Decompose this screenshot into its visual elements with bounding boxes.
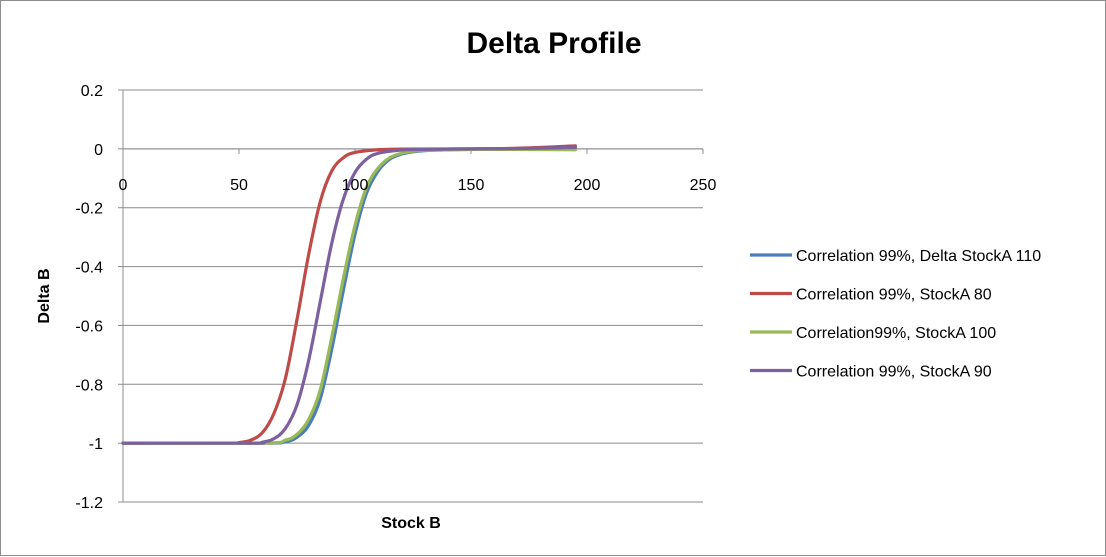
legend-label-2: Correlation 99%, StockA 80 [796,287,992,304]
y-tick-label: -0.8 [75,377,103,394]
legend-label-3: Correlation99%, StockA 100 [796,325,996,342]
y-tick-label: -0.4 [75,260,103,277]
x-tick-label: 0 [119,177,128,194]
x-tick-label: 100 [342,177,369,194]
x-tick-label: 150 [458,177,485,194]
x-tick-label: 50 [230,177,248,194]
chart-title: Delta Profile [466,27,641,60]
y-axis-title: Delta B [36,268,53,323]
y-tick-label: 0 [94,142,103,159]
x-axis-title: Stock B [381,515,441,532]
tick-labels: 0.2 0 -0.2 -0.4 -0.6 -0.8 -1 -1.2 0 50 100 150 200 25… [75,83,716,512]
legend-label-4: Correlation 99%, StockA 90 [796,364,992,381]
legend-label-1: Correlation 99%, Delta StockA 110 [796,248,1041,265]
y-tick-label: -1 [89,436,103,453]
y-tick-label: -0.6 [75,318,103,335]
x-tick-label: 200 [574,177,601,194]
series-line-4 [121,145,577,445]
x-tick-label: 250 [690,177,717,194]
y-tick-label: -0.2 [75,201,103,218]
series-lines [121,144,577,445]
y-tick-label: -1.2 [75,495,103,512]
y-tick-label: 0.2 [81,83,103,100]
legend: Correlation 99%, Delta StockA 110 Correla… [750,248,1041,381]
